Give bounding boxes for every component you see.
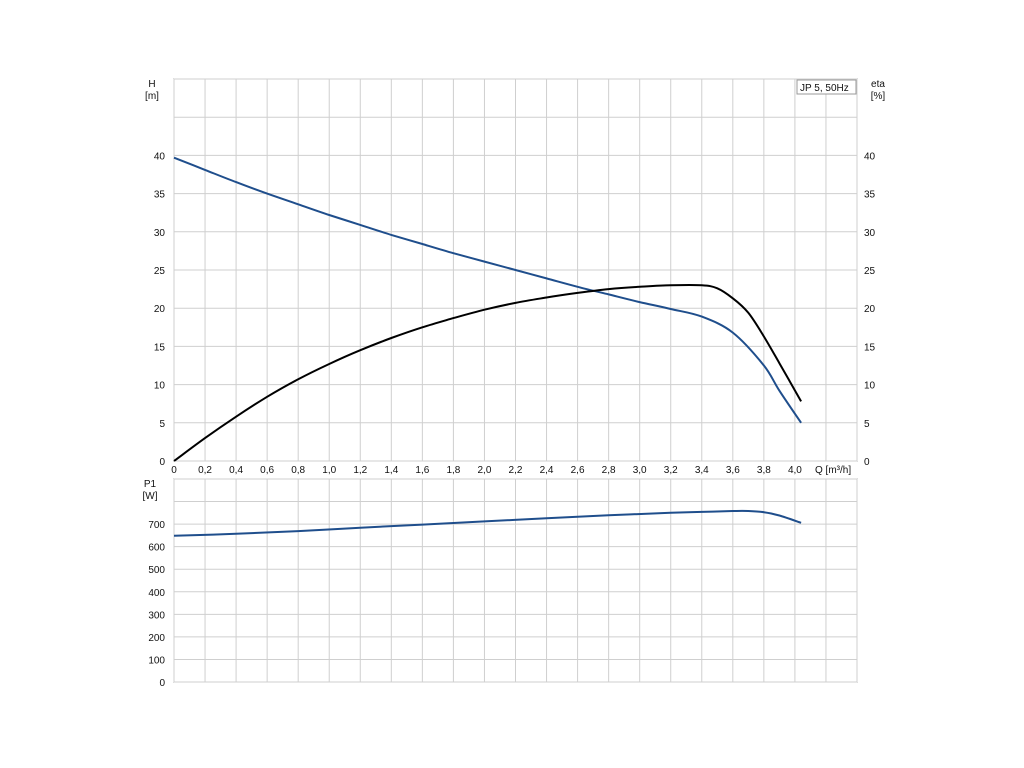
x-tick-label: 1,4 [384, 465, 398, 476]
x-tick-label: 2,8 [602, 465, 616, 476]
x-tick-label: 3,2 [664, 465, 678, 476]
right-y-tick-label: 5 [864, 419, 870, 430]
power-curve [173, 509, 802, 537]
right-y-tick-label: 35 [864, 190, 876, 201]
upper-right-y-ticks: 0 5 10 15 20 25 30 35 40 [864, 151, 876, 468]
x-tick-label: 0,4 [229, 465, 243, 476]
lower-y-ticks: 0 100 200 300 400 500 600 700 [148, 520, 165, 689]
upper-grid [173, 78, 858, 462]
upper-x-ticks: 0 0,2 0,4 0,6 0,8 1,0 1,2 1,4 1,6 1,8 2,0 2,2 2,4 2,6… [171, 465, 802, 476]
lower-grid [173, 478, 858, 683]
legend-label: JP 5, 50Hz [800, 83, 849, 94]
power-y-tick-label: 400 [148, 588, 165, 599]
left-axis-label-unit: [m] [145, 91, 159, 102]
power-plot: 0 100 200 300 400 500 600 700 P1 [W] [143, 478, 858, 689]
right-y-tick-label: 0 [864, 457, 870, 468]
x-tick-label: 2,2 [509, 465, 523, 476]
left-axis-label-name: H [148, 79, 155, 90]
right-y-tick-label: 15 [864, 342, 876, 353]
right-y-tick-label: 10 [864, 381, 876, 392]
left-y-tick-label: 10 [154, 381, 166, 392]
power-y-tick-label: 300 [148, 610, 165, 621]
efficiency-curve [173, 284, 802, 462]
left-y-tick-label: 25 [154, 266, 166, 277]
lower-series [173, 509, 802, 537]
x-tick-label: 2,4 [540, 465, 554, 476]
left-y-tick-label: 5 [159, 419, 165, 430]
left-y-tick-label: 0 [159, 457, 165, 468]
power-y-tick-label: 0 [159, 678, 165, 689]
right-y-tick-label: 20 [864, 304, 876, 315]
power-y-tick-label: 700 [148, 520, 165, 531]
x-tick-label: 3,8 [757, 465, 771, 476]
head-curve [173, 156, 802, 424]
head-efficiency-plot: 0 5 10 15 20 25 30 35 40 0 5 10 15 20 25 30 35 40 0 0,2 0,… [145, 78, 886, 476]
x-tick-label: 1,8 [446, 465, 460, 476]
x-tick-label: 0,6 [260, 465, 274, 476]
x-tick-label: 0,2 [198, 465, 212, 476]
upper-series [173, 156, 802, 462]
power-y-tick-label: 600 [148, 543, 165, 554]
x-tick-label: 0,8 [291, 465, 305, 476]
right-axis-label-name: eta [871, 79, 885, 90]
x-tick-label: 3,0 [633, 465, 647, 476]
power-axis-label-name: P1 [144, 479, 157, 490]
upper-left-y-ticks: 0 5 10 15 20 25 30 35 40 [154, 151, 166, 468]
x-tick-label: 2,0 [478, 465, 492, 476]
x-tick-label: 0 [171, 465, 177, 476]
left-y-tick-label: 35 [154, 190, 166, 201]
x-tick-label: 1,2 [353, 465, 367, 476]
right-axis-label-unit: [%] [871, 91, 886, 102]
x-tick-label: 1,0 [322, 465, 336, 476]
power-axis-label-unit: [W] [143, 491, 158, 502]
power-y-tick-label: 200 [148, 633, 165, 644]
right-y-tick-label: 40 [864, 151, 876, 162]
x-tick-label: 2,6 [571, 465, 585, 476]
legend-box [796, 79, 857, 95]
x-tick-label: 1,6 [415, 465, 429, 476]
left-y-tick-label: 30 [154, 228, 166, 239]
x-tick-label: 4,0 [788, 465, 802, 476]
power-y-tick-label: 500 [148, 565, 165, 576]
left-y-tick-label: 15 [154, 342, 166, 353]
x-tick-label: 3,4 [695, 465, 709, 476]
left-y-tick-label: 40 [154, 151, 166, 162]
x-tick-label: 3,6 [726, 465, 740, 476]
power-y-tick-label: 100 [148, 655, 165, 666]
x-axis-label: Q [m³/h] [815, 465, 851, 476]
left-y-tick-label: 20 [154, 304, 166, 315]
right-y-tick-label: 25 [864, 266, 876, 277]
right-y-tick-label: 30 [864, 228, 876, 239]
